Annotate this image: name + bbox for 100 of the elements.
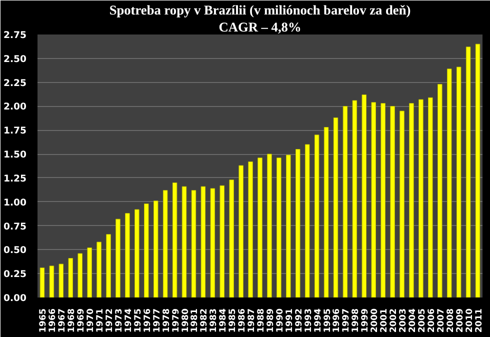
- x-tick-label: 1981: [190, 308, 200, 333]
- bar: [475, 44, 480, 298]
- x-tick-label: 1992: [294, 308, 304, 333]
- y-tick-label: 2.50: [3, 54, 28, 65]
- x-tick-label: 1979: [171, 308, 182, 333]
- x-tick-label: 1971: [96, 308, 106, 333]
- bar: [238, 165, 244, 298]
- x-tick-label: 1976: [142, 308, 153, 333]
- bar: [182, 186, 187, 298]
- bar: [267, 154, 272, 298]
- x-tick-label: 1985: [228, 308, 238, 333]
- bar: [162, 190, 168, 298]
- x-tick-label: 1995: [322, 308, 333, 333]
- bar: [380, 103, 386, 298]
- bar: [200, 186, 206, 298]
- bar: [172, 182, 178, 298]
- x-tick-label: 2008: [446, 308, 456, 333]
- y-tick-label: 2.25: [3, 78, 26, 89]
- bar: [362, 94, 367, 298]
- y-tick-label: 0.00: [3, 293, 28, 304]
- bar: [314, 134, 320, 298]
- x-tick-label: 1990: [275, 308, 286, 333]
- bar: [210, 188, 216, 298]
- x-tick-label: 1972: [105, 308, 116, 333]
- x-tick-label: 1980: [180, 308, 191, 333]
- bar: [438, 84, 442, 298]
- chart-title: Spotreba ropy v Brazílii (v miliónoch barelov za deň): [109, 2, 411, 18]
- bar: [352, 100, 358, 298]
- bar: [153, 200, 158, 298]
- bar: [390, 106, 395, 298]
- y-tick-label: 2.75: [3, 30, 26, 41]
- x-tick-label: 1970: [86, 308, 96, 333]
- x-tick-label: 1977: [152, 308, 162, 333]
- bar: [58, 264, 64, 298]
- x-tick-label: 1974: [124, 308, 134, 333]
- y-tick-label: 1.00: [3, 197, 28, 208]
- bar: [446, 68, 452, 298]
- x-tick-label: 2005: [417, 308, 428, 333]
- bar: [40, 268, 45, 298]
- x-tick-label: 1996: [332, 308, 342, 333]
- x-tick-label: 1969: [76, 308, 87, 333]
- x-tick-label: 1998: [351, 308, 362, 333]
- x-tick-label: 1994: [313, 308, 324, 333]
- bar: [342, 106, 348, 298]
- bar: [116, 218, 120, 298]
- x-tick-label: 1975: [133, 308, 144, 333]
- bar: [134, 209, 140, 298]
- x-tick-label: 1968: [67, 308, 78, 333]
- x-tick-label: 1982: [200, 308, 210, 333]
- bar: [400, 110, 404, 298]
- bar: [229, 180, 234, 298]
- x-tick-label: 1989: [266, 308, 276, 333]
- x-tick-label: 1993: [304, 308, 314, 333]
- x-tick-label: 2007: [436, 308, 446, 333]
- bar: [418, 99, 424, 298]
- y-tick-label: 0.75: [3, 221, 26, 232]
- bar: [295, 149, 300, 298]
- x-tick-label: 2004: [408, 308, 418, 333]
- x-tick-label: 2001: [380, 308, 390, 333]
- x-tick-label: 2010: [464, 308, 475, 333]
- bar: [466, 46, 471, 298]
- x-tick-label: 1967: [58, 308, 68, 333]
- bar: [409, 103, 414, 298]
- bar: [220, 185, 225, 298]
- x-tick-label: 1978: [162, 308, 172, 333]
- y-tick-label: 1.50: [3, 150, 28, 161]
- bar: [456, 66, 462, 298]
- bar: [304, 144, 310, 298]
- bar: [87, 248, 92, 298]
- bar: [428, 97, 433, 298]
- bar: [106, 234, 111, 298]
- x-tick-label: 1986: [238, 308, 248, 333]
- y-tick-label: 0.50: [3, 245, 28, 256]
- y-tick-label: 1.75: [3, 126, 26, 137]
- x-tick-label: 2002: [389, 308, 400, 333]
- x-tick-label: 1965: [38, 308, 49, 333]
- bar: [144, 204, 149, 298]
- x-tick-label: 1988: [256, 308, 266, 333]
- y-tick-label: 1.25: [3, 173, 26, 184]
- bar: [286, 154, 291, 298]
- x-tick-label: 1999: [360, 308, 371, 333]
- x-tick-label: 2011: [474, 308, 484, 333]
- bar: [371, 102, 376, 298]
- y-tick-label: 0.25: [3, 269, 26, 280]
- x-tick-label: 2009: [455, 308, 466, 333]
- x-tick-label: 1966: [48, 308, 58, 333]
- x-tick-label: 1997: [342, 308, 352, 333]
- y-tick-label: 2.00: [3, 102, 28, 113]
- bar: [78, 253, 82, 298]
- x-tick-label: 1984: [218, 308, 229, 333]
- x-tick-label: 2003: [398, 308, 409, 333]
- x-tick-label: 2000: [370, 308, 380, 333]
- bar: [68, 258, 74, 298]
- x-tick-label: 2006: [426, 308, 437, 333]
- chart-subtitle: CAGR – 4,8%: [218, 20, 302, 34]
- bar: [276, 158, 282, 298]
- x-tick-label: 1983: [209, 308, 220, 333]
- bar: [258, 158, 262, 298]
- bar: [191, 190, 196, 298]
- x-tick-label: 1991: [284, 308, 295, 333]
